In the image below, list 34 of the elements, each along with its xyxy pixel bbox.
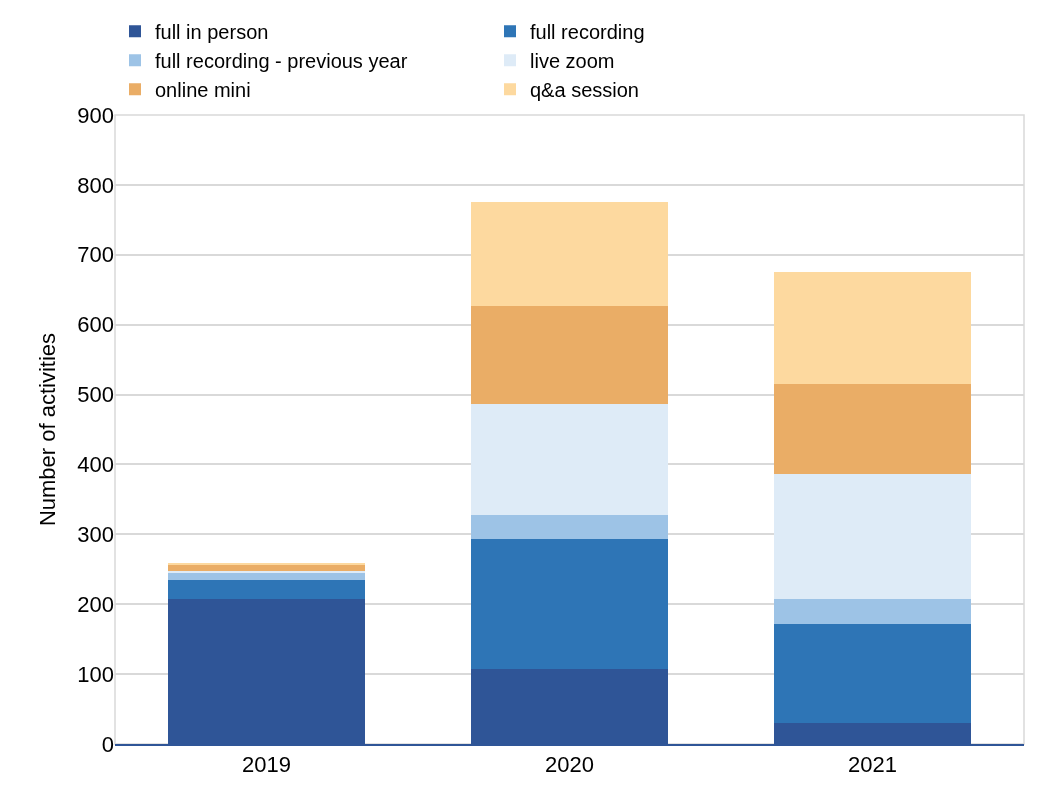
bar bbox=[774, 623, 971, 724]
legend-label: full in person bbox=[155, 21, 269, 44]
x-tick-label: 2019 bbox=[242, 752, 291, 778]
legend-label: live zoom bbox=[530, 50, 615, 73]
x-tick-label: 2020 bbox=[545, 752, 594, 778]
bar bbox=[471, 539, 668, 670]
bar bbox=[471, 403, 668, 515]
bar bbox=[168, 572, 365, 581]
bar bbox=[774, 474, 971, 600]
legend-label: q&a session bbox=[530, 79, 639, 102]
legend-label: online mini bbox=[155, 79, 251, 102]
y-tick-label: 100 bbox=[77, 661, 114, 687]
bar bbox=[774, 599, 971, 624]
legend-label: full recording bbox=[530, 21, 645, 44]
bar bbox=[168, 565, 365, 572]
x-tick-label: 2021 bbox=[848, 752, 897, 778]
bar bbox=[168, 580, 365, 600]
y-tick-label: 500 bbox=[77, 382, 114, 408]
y-tick-label: 300 bbox=[77, 522, 114, 548]
bar bbox=[774, 384, 971, 475]
bar bbox=[471, 305, 668, 404]
y-tick-label: 700 bbox=[77, 242, 114, 268]
y-tick-label: 0 bbox=[101, 731, 114, 757]
bar bbox=[774, 272, 971, 385]
y-tick-label: 800 bbox=[77, 172, 114, 198]
bar bbox=[168, 562, 365, 566]
y-tick-label: 600 bbox=[77, 312, 114, 338]
bar bbox=[471, 201, 668, 306]
y-tick-label: 200 bbox=[77, 591, 114, 617]
y-tick-label: 900 bbox=[77, 102, 114, 128]
y-axis-title: Number of activities bbox=[35, 332, 61, 527]
bar bbox=[471, 514, 668, 540]
y-tick-label: 400 bbox=[77, 452, 114, 478]
legend-label: full recording - previous year bbox=[155, 50, 408, 73]
